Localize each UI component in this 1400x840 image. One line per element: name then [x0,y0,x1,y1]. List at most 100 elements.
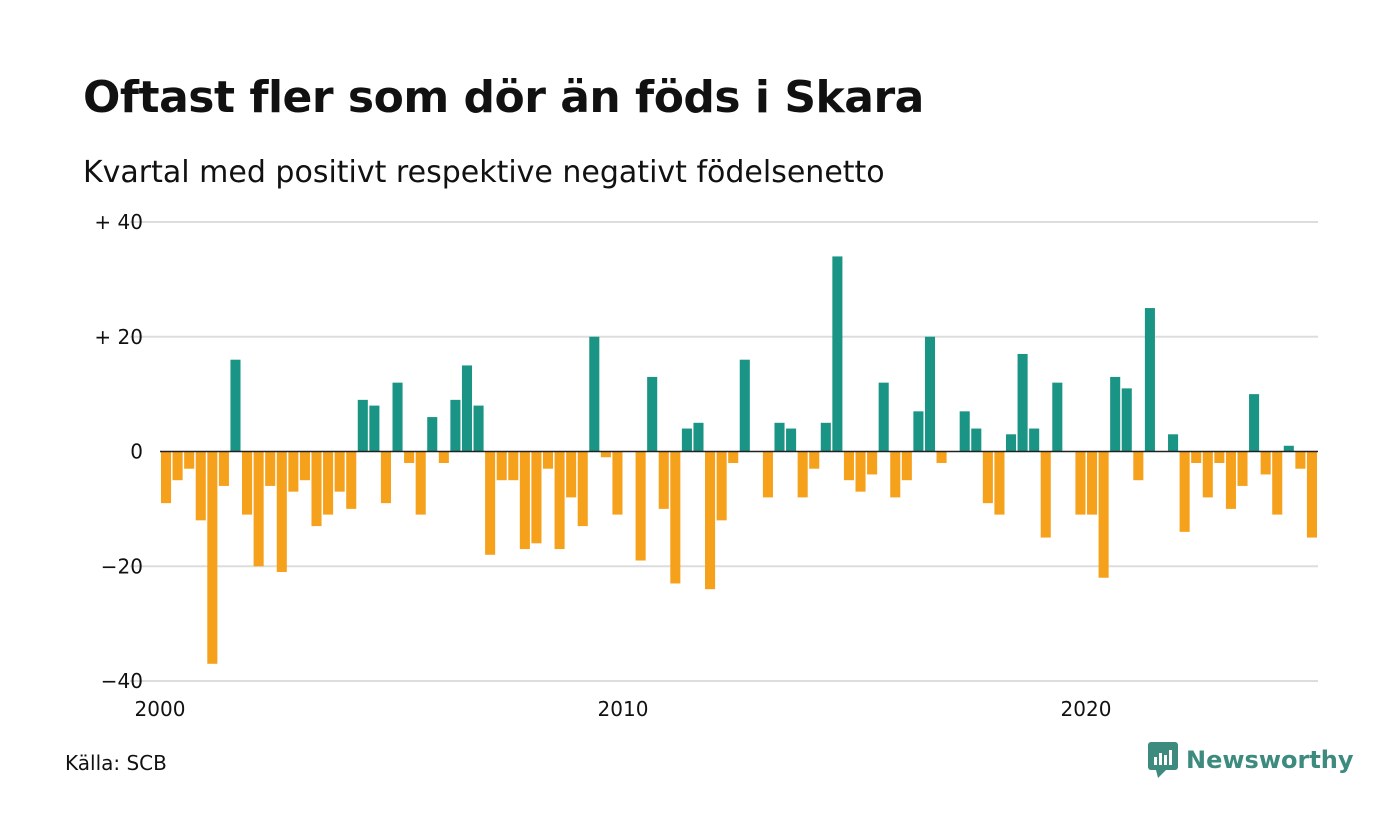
bar [797,451,808,498]
bar [242,451,253,515]
bar [519,451,530,550]
bar [670,451,681,584]
bar [357,399,368,452]
bar [415,451,426,515]
x-tick-label: 2020 [1061,697,1112,721]
bar [774,422,785,452]
bar [1098,451,1109,578]
bar [1017,353,1028,452]
bar [820,422,831,452]
bar [832,256,843,452]
bar [1260,451,1271,475]
bar [855,451,866,492]
y-tick-label: −40 [101,669,143,693]
bar [1133,451,1144,481]
bar [913,411,924,452]
x-tick-label: 2010 [598,697,649,721]
bar [867,451,878,475]
bar [1225,451,1236,509]
source-label: Källa: SCB [65,751,167,775]
x-axis-ticks: 2000 2010 2020 [135,697,1112,721]
bar [542,451,554,469]
bar [1179,451,1190,532]
bar [485,451,496,555]
grid-lines [130,221,1318,682]
brand-logo: Newsworthy [1148,742,1354,778]
y-tick-label: + 20 [94,325,143,349]
bar [1005,434,1017,452]
bar [924,336,936,452]
bar [1110,376,1121,452]
bar [427,417,438,452]
bar [265,451,276,486]
bar [762,451,773,498]
bar [1121,388,1132,452]
bar [323,451,334,515]
bar [1191,451,1202,463]
brand-name: Newsworthy [1186,746,1354,774]
bar [461,365,473,452]
bar [681,428,692,452]
bar [531,451,542,544]
bar [346,451,357,509]
bar [716,451,727,521]
y-tick-label: −20 [101,554,143,578]
bar [1295,451,1306,469]
bar [971,428,982,452]
newsworthy-logo-icon [1148,742,1178,778]
bar [982,451,993,504]
bar [612,451,623,515]
bar [404,451,415,463]
bar [786,428,797,452]
bar [589,336,600,452]
bar [959,411,970,452]
bar [450,399,461,452]
bar [230,359,241,452]
chart-title: Oftast fler som dör än föds i Skara [83,72,924,123]
bar [600,451,611,458]
bar [878,382,889,452]
bar [473,405,484,452]
bar [508,451,519,481]
bar [369,405,380,452]
bar [334,451,345,492]
y-axis-ticks: + 40 + 20 0 −20 −40 [94,210,143,693]
bar [1237,451,1248,486]
bar [195,451,206,521]
bar [1272,451,1283,515]
bar [1214,451,1225,463]
bar [184,451,195,469]
bar [936,451,947,463]
bar [1168,434,1179,452]
bar [1144,308,1155,452]
bar [288,451,299,492]
bar [1202,451,1213,498]
y-tick-label: 0 [130,440,143,464]
bar [438,451,449,463]
bar [1283,445,1294,452]
bar [739,359,750,452]
bar [299,451,310,481]
bar [566,451,577,498]
bar [658,451,669,509]
bar [843,451,854,481]
bar [901,451,912,481]
bar [207,451,218,664]
bar [1029,428,1040,452]
bar [890,451,901,498]
bar [693,422,704,452]
bar [311,451,322,527]
bar [1075,451,1086,515]
bar [554,451,565,550]
bar [705,451,716,590]
bar [392,382,403,452]
bar [1249,394,1260,452]
bar [1040,451,1051,538]
bar [1087,451,1098,515]
bar [172,451,183,481]
bar [1306,451,1317,538]
bar [635,451,646,561]
bar [276,451,287,572]
y-tick-label: + 40 [94,210,143,234]
